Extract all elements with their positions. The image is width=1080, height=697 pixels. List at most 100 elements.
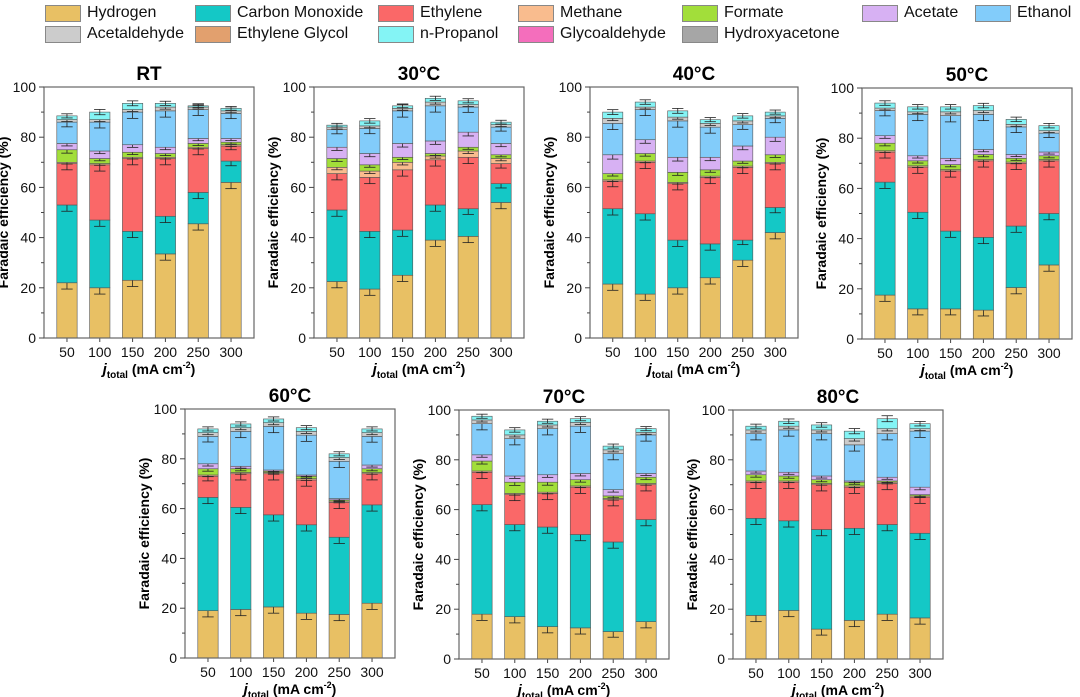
x-axis-label: jtotal (mA cm-2): [646, 360, 741, 381]
bar-segment-ethylene: [295, 479, 317, 526]
y-tick-label: 40: [709, 551, 725, 567]
x-tick-label: 100: [503, 665, 527, 681]
legend-item-carbon-monoxide: Carbon Monoxide: [195, 3, 363, 23]
bar-segment-hydrogen: [1038, 264, 1060, 340]
bar-stack-250: [328, 451, 350, 659]
x-tick-label: 150: [536, 665, 560, 681]
y-tick-label: 0: [846, 331, 854, 347]
bar-segment-carbon-monoxide: [909, 532, 931, 619]
bar-stack-250: [602, 443, 624, 660]
bar-segment-ethanol: [569, 425, 591, 474]
legend-label: Acetate: [904, 4, 959, 21]
legend-item-formate: Formate: [682, 3, 784, 23]
bar-segment-carbon-monoxide: [230, 507, 252, 610]
x-tick-label: 150: [121, 344, 145, 360]
bar-segment-hydrogen: [667, 287, 689, 339]
x-tick-label: 100: [229, 664, 253, 680]
bar-segment-carbon-monoxide: [295, 524, 317, 614]
x-tick-label: 150: [262, 664, 286, 680]
x-tick-label: 250: [602, 665, 626, 681]
legend-item-acetate: Acetate: [862, 3, 958, 23]
y-tick-label: 0: [717, 651, 725, 667]
bar-stack-200: [424, 95, 446, 339]
bar-segment-carbon-monoxide: [56, 204, 78, 284]
bar-stack-300: [1038, 122, 1060, 340]
bar-segment-ethylene: [940, 170, 962, 232]
bar-stack-100: [504, 427, 526, 660]
bar-segment-hydrogen: [732, 259, 754, 339]
legend-swatch: [195, 4, 231, 22]
bar-segment-hydrogen: [187, 223, 209, 339]
x-tick-label: 50: [329, 344, 345, 360]
x-tick-label: 300: [764, 344, 788, 360]
y-tick-label: 20: [838, 281, 854, 297]
bar-segment-carbon-monoxide: [89, 219, 111, 289]
y-tick-label: 0: [298, 330, 306, 346]
x-tick-label: 300: [219, 344, 243, 360]
legend-swatch: [378, 25, 414, 43]
bar-segment-hydrogen: [778, 610, 800, 660]
bar-segment-carbon-monoxide: [843, 527, 865, 621]
bar-segment-carbon-monoxide: [263, 514, 285, 608]
bar-segment-hydrogen: [230, 609, 252, 659]
x-tick-label: 50: [605, 344, 621, 360]
y-tick-label: 80: [161, 451, 177, 467]
bar-stack-50: [602, 109, 624, 339]
legend: Hydrogen Carbon Monoxide Ethylene Methane Fo…: [0, 0, 1080, 48]
y-tick-label: 80: [566, 129, 582, 145]
bar-segment-carbon-monoxide: [1038, 213, 1060, 266]
y-axis-label: Faradaic efficiency (%): [684, 459, 700, 611]
x-axis-label: jtotal (mA cm-2): [242, 680, 337, 697]
bar-segment-carbon-monoxide: [122, 231, 144, 281]
bar-segment-carbon-monoxide: [634, 213, 656, 295]
bar-segment-carbon-monoxide: [635, 519, 657, 622]
y-axis-label: Faradaic efficiency (%): [541, 137, 557, 289]
bar-segment-ethylene: [569, 486, 591, 535]
x-tick-label: 200: [569, 665, 593, 681]
y-tick-label: 20: [566, 280, 582, 296]
bar-segment-ethylene: [89, 164, 111, 221]
x-tick-label: 50: [200, 664, 216, 680]
y-tick-label: 100: [702, 402, 726, 418]
legend-label: Formate: [724, 4, 784, 21]
bar-stack-50: [745, 423, 767, 660]
legend-item-ethanol: Ethanol: [975, 3, 1071, 23]
x-tick-label: 50: [474, 665, 490, 681]
x-axis-label: jtotal (mA cm-2): [371, 360, 466, 381]
y-tick-label: 80: [435, 452, 451, 468]
bar-segment-carbon-monoxide: [778, 520, 800, 611]
bar-segment-carbon-monoxide: [537, 526, 559, 627]
bar-segment-hydrogen: [295, 612, 317, 659]
bar-segment-carbon-monoxide: [874, 181, 896, 296]
panel-title: 60°C: [269, 386, 312, 407]
legend-item-ethylene-glycol: Ethylene Glycol: [195, 24, 348, 44]
bar-stack-100: [907, 104, 929, 340]
bar-segment-hydrogen: [424, 239, 446, 339]
legend-label: n-Propanol: [420, 25, 499, 42]
legend-swatch: [682, 4, 718, 22]
x-tick-label: 300: [908, 665, 932, 681]
y-tick-label: 0: [169, 650, 177, 666]
bar-segment-carbon-monoxide: [361, 504, 383, 604]
bar-segment-carbon-monoxide: [569, 534, 591, 629]
x-tick-label: 100: [358, 344, 382, 360]
legend-item-hydroxyacetone: Hydroxyacetone: [682, 24, 840, 44]
y-tick-label: 60: [838, 180, 854, 196]
bar-segment-carbon-monoxide: [197, 497, 219, 611]
panel-60-c: 60°C 50 100 150 200 250 300 0 20 40 60 80 100 Faradai…: [136, 386, 396, 697]
legend-swatch: [682, 25, 718, 43]
bar-stack-50: [874, 100, 896, 340]
y-tick-label: 20: [161, 600, 177, 616]
bar-segment-ethylene: [424, 159, 446, 206]
bar-stack-150: [811, 422, 833, 660]
y-tick-label: 100: [154, 401, 178, 417]
legend-label: Methane: [560, 4, 623, 21]
y-tick-label: 20: [20, 280, 36, 296]
bar-segment-hydrogen: [764, 232, 786, 339]
bar-stack-100: [89, 109, 111, 339]
bar-segment-carbon-monoxide: [328, 536, 350, 615]
y-axis-label: Faradaic efficiency (%): [813, 138, 829, 290]
x-tick-label: 150: [810, 665, 834, 681]
x-tick-label: 150: [391, 344, 415, 360]
